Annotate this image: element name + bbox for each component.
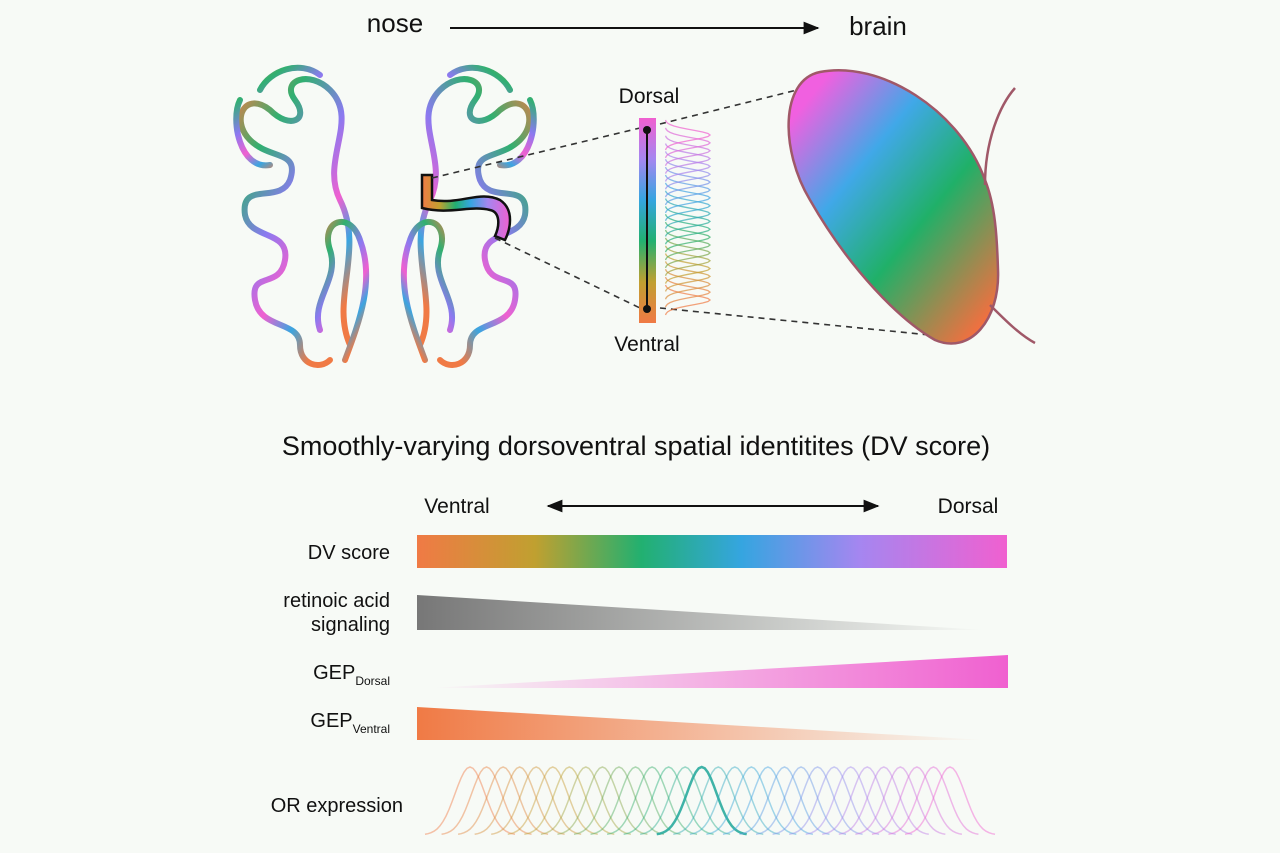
label: GEP — [313, 662, 355, 684]
curve — [664, 221, 712, 253]
curve — [491, 766, 582, 835]
curve — [673, 766, 764, 835]
dorsal-label: Dorsal — [619, 85, 680, 108]
label: GEP — [310, 710, 352, 732]
curve — [664, 166, 712, 198]
turbinate-left — [233, 64, 370, 368]
row-label: GEPVentral — [310, 710, 390, 736]
row-label: OR expression — [271, 795, 403, 817]
curve — [664, 261, 712, 292]
olfactory-bulb — [787, 69, 1000, 345]
curve — [664, 151, 712, 182]
gep-dorsal-wedge — [430, 655, 1008, 688]
curve — [664, 190, 712, 221]
curve — [540, 766, 631, 835]
curve — [664, 214, 712, 245]
curve — [706, 766, 797, 835]
curve — [855, 766, 946, 835]
curve — [789, 766, 880, 835]
section-title: Smoothly-varying dorsoventral spatial id… — [282, 431, 990, 461]
curve — [606, 766, 698, 835]
curve — [904, 766, 996, 835]
curve — [664, 174, 712, 206]
row-label: retinoic acid — [283, 590, 390, 612]
ventral-label: Ventral — [614, 333, 679, 356]
row-label: DV score — [308, 542, 390, 564]
zoom-lines — [431, 87, 931, 336]
curve — [664, 143, 712, 174]
curve — [640, 766, 731, 835]
nose-label: nose — [367, 8, 423, 38]
curve — [871, 766, 963, 835]
curve — [805, 766, 896, 835]
curve — [557, 766, 648, 835]
curve — [664, 135, 712, 166]
curve — [664, 284, 712, 316]
row-label: GEPDorsal — [313, 662, 390, 688]
curve — [424, 766, 516, 835]
curve — [664, 127, 712, 159]
curve — [656, 765, 747, 836]
curve — [441, 766, 532, 835]
curve — [474, 766, 565, 835]
curve — [664, 206, 712, 237]
gep-ventral-wedge — [417, 707, 985, 740]
curve — [524, 766, 615, 835]
curve — [664, 119, 712, 151]
curve — [739, 766, 830, 835]
axis-left: Ventral — [424, 495, 489, 518]
curve — [507, 766, 598, 835]
curve — [664, 237, 712, 269]
curve — [772, 766, 863, 835]
subscript: Ventral — [353, 722, 390, 736]
dv-score-bar — [417, 535, 1007, 568]
or-curves — [424, 765, 996, 836]
curve — [664, 198, 712, 229]
curve — [573, 766, 665, 835]
curve — [888, 766, 979, 835]
subscript: Dorsal — [355, 674, 390, 688]
dot — [643, 126, 651, 134]
curve — [664, 253, 712, 284]
bulb-outline — [983, 87, 1036, 345]
curve — [664, 276, 712, 308]
dot — [643, 305, 651, 313]
brain-label: brain — [849, 11, 907, 41]
curve — [722, 766, 814, 835]
curve — [822, 766, 913, 835]
curve — [838, 766, 929, 835]
curve — [664, 182, 712, 214]
curve — [755, 766, 847, 835]
retinoic-wedge — [417, 595, 985, 630]
curve — [590, 766, 681, 835]
curve — [664, 245, 712, 276]
axis-right: Dorsal — [938, 495, 999, 518]
highlight-segment — [420, 173, 512, 242]
turbinate-right — [400, 64, 537, 368]
curve — [623, 766, 714, 835]
row-label: signaling — [311, 614, 390, 636]
curve — [664, 269, 712, 300]
curve — [457, 766, 549, 835]
curve — [664, 229, 712, 261]
curve — [689, 766, 780, 835]
or-curves-small — [664, 119, 712, 316]
curve — [664, 159, 712, 190]
